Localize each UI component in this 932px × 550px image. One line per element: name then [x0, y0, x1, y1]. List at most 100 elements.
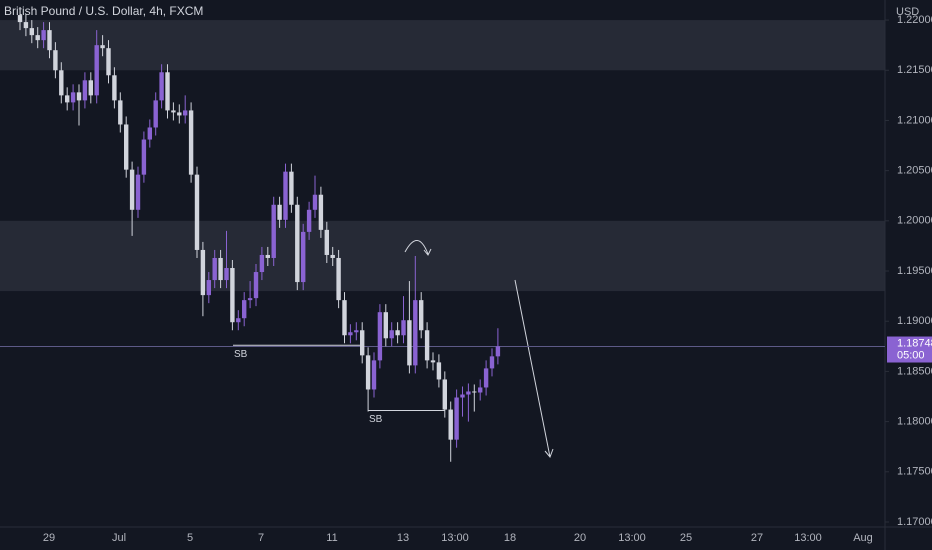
candle-body: [454, 397, 459, 440]
candle-body: [212, 257, 217, 281]
x-tick-label: 13:00: [441, 532, 469, 544]
zone: [0, 20, 885, 71]
x-tick-label: 13: [397, 532, 409, 544]
candle-body: [365, 355, 371, 390]
candle-body: [94, 45, 99, 96]
candle-body: [348, 332, 353, 336]
candle-body: [183, 110, 188, 116]
candle-body: [106, 48, 111, 76]
candle-body: [100, 45, 105, 49]
candle-body: [436, 362, 442, 380]
candle-body: [147, 127, 152, 140]
candle-body: [159, 72, 164, 101]
candle-body: [247, 298, 253, 301]
last-price-label: 1.18748: [897, 337, 932, 349]
candle-body: [318, 194, 324, 230]
candle-body: [277, 204, 282, 220]
sb-label: SB: [234, 349, 248, 360]
candle-body: [135, 174, 141, 210]
candle-body: [41, 30, 46, 41]
x-tick-label: Aug: [853, 532, 873, 544]
candle-body: [289, 171, 294, 205]
x-tick-label: 20: [574, 532, 586, 544]
candle-body: [383, 312, 388, 339]
candle-body: [354, 330, 359, 333]
candle-body: [283, 171, 288, 220]
candle-body: [76, 92, 82, 101]
y-tick-label: 1.19000: [897, 315, 932, 327]
candle-body: [265, 254, 270, 258]
candle-body: [472, 391, 477, 393]
y-tick-label: 1.22000: [897, 14, 932, 26]
x-tick-label: 29: [43, 532, 55, 544]
candle-body: [295, 204, 300, 283]
y-tick-label: 1.21000: [897, 114, 932, 126]
candle-body: [124, 124, 129, 170]
candle-body: [236, 318, 241, 323]
candle-body: [82, 80, 88, 101]
candle-body: [483, 368, 489, 388]
chart-title: British Pound / U.S. Dollar, 4h, FXCM: [4, 4, 203, 18]
candle-body: [324, 229, 329, 255]
candle-body: [377, 312, 383, 361]
candle-body: [430, 360, 436, 363]
candle-body: [342, 300, 347, 336]
curved-arrow: [404, 240, 432, 256]
x-tick-label: 18: [504, 532, 516, 544]
candle-body: [271, 204, 276, 258]
candle-body: [466, 391, 471, 395]
candle-body: [253, 272, 259, 299]
candle-body: [47, 30, 52, 51]
candle-body: [112, 75, 117, 101]
candle-body: [389, 330, 394, 339]
candle-body: [194, 174, 200, 250]
candle-body: [35, 35, 40, 41]
y-tick-label: 1.18000: [897, 416, 932, 428]
candle-body: [29, 28, 34, 36]
y-tick-label: 1.20500: [897, 165, 932, 177]
candle-body: [88, 80, 93, 96]
candle-body: [129, 169, 135, 210]
candle-body: [17, 15, 23, 23]
countdown-label: 05:00: [897, 349, 925, 361]
candle-body: [65, 95, 70, 103]
candle-body: [360, 330, 365, 356]
candle-body: [424, 330, 430, 361]
candle-body: [206, 280, 211, 296]
candle-body: [306, 209, 312, 232]
candle-body: [448, 409, 453, 440]
candle-body: [419, 300, 424, 331]
y-tick-label: 1.18500: [897, 365, 932, 377]
candle-body: [23, 22, 29, 29]
candle-body: [200, 249, 206, 296]
y-tick-label: 1.21500: [897, 64, 932, 76]
candle-body: [70, 92, 76, 103]
candle-body: [407, 320, 412, 366]
x-tick-label: Jul: [112, 532, 126, 544]
x-tick-label: 11: [326, 532, 337, 544]
candle-body: [218, 257, 223, 281]
x-tick-label: 27: [751, 532, 763, 544]
candle-body: [224, 268, 229, 281]
y-tick-label: 1.17000: [897, 516, 932, 528]
currency-label: USD: [896, 6, 919, 18]
x-tick-label: 7: [258, 532, 264, 544]
candle-body: [165, 72, 170, 111]
candle-body: [330, 254, 335, 258]
candle-body: [259, 254, 265, 273]
candle-body: [188, 110, 194, 175]
candle-body: [460, 394, 465, 398]
candle-body: [495, 346, 501, 357]
candle-body: [230, 268, 235, 323]
candle-body: [413, 300, 418, 366]
candle-body: [489, 356, 495, 369]
candle-body: [118, 100, 123, 125]
candle-body: [59, 70, 64, 96]
candle-body: [401, 320, 406, 336]
candle-body: [141, 139, 147, 175]
x-tick-label: 13:00: [794, 532, 822, 544]
zone: [0, 220, 885, 292]
sb-label: SB: [369, 414, 383, 425]
